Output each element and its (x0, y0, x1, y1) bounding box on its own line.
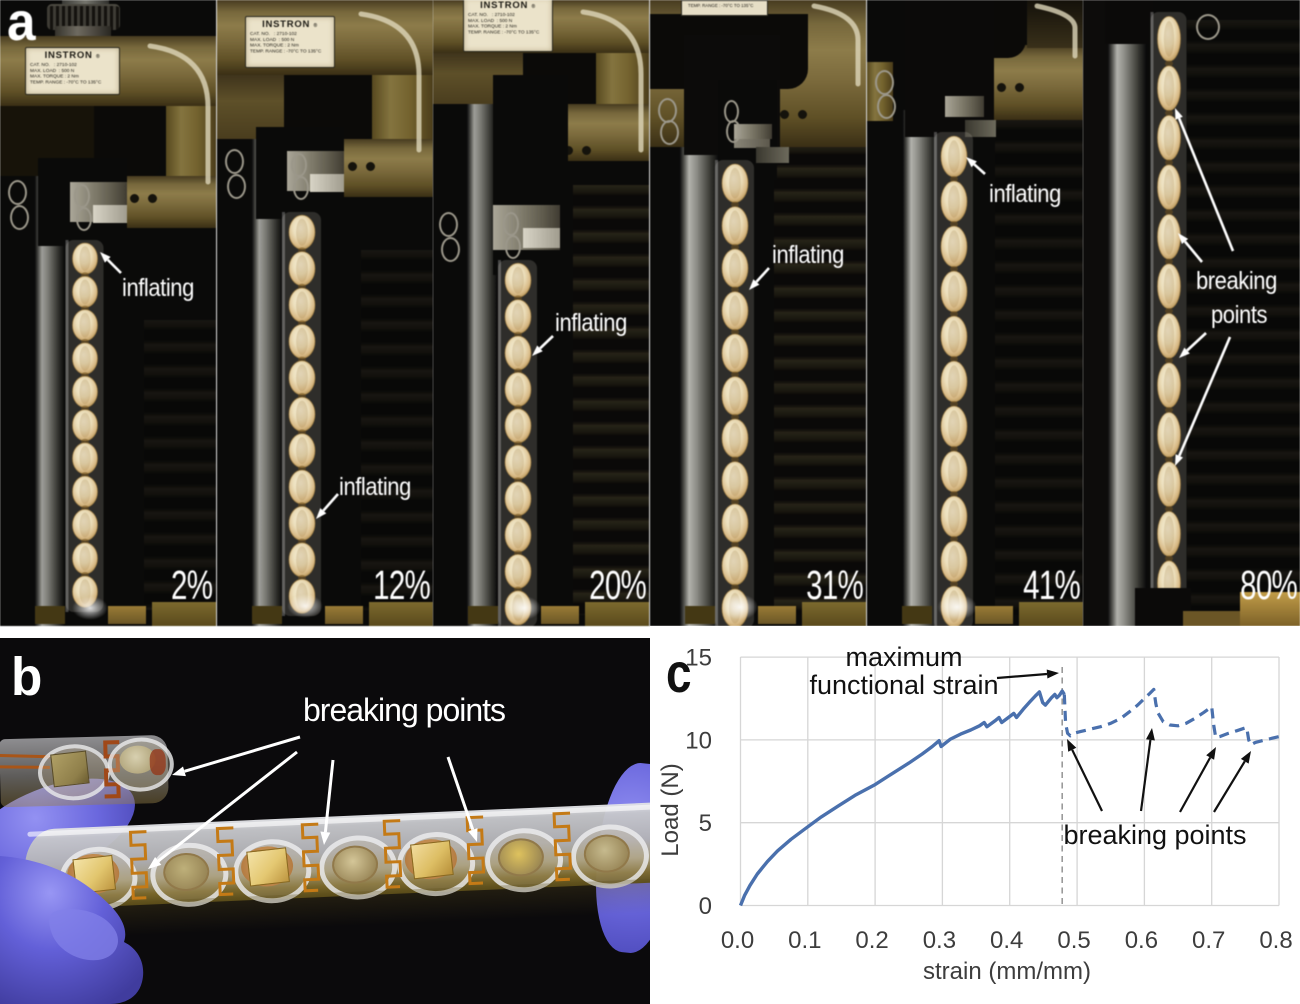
svg-text:breaking points: breaking points (1063, 820, 1246, 850)
svg-text:maximum: maximum (845, 642, 962, 672)
svg-text:functional strain: functional strain (809, 670, 998, 700)
svg-text:0.5: 0.5 (1057, 927, 1090, 954)
svg-text:0.8: 0.8 (1259, 927, 1292, 954)
svg-text:0.1: 0.1 (788, 927, 821, 954)
svg-text:5: 5 (699, 810, 712, 837)
svg-text:15: 15 (685, 645, 712, 672)
svg-text:0: 0 (699, 893, 712, 920)
svg-text:0.4: 0.4 (990, 927, 1023, 954)
svg-text:0.2: 0.2 (855, 927, 888, 954)
svg-text:0.6: 0.6 (1125, 927, 1158, 954)
svg-text:c: c (666, 642, 692, 704)
svg-text:10: 10 (685, 727, 712, 754)
svg-text:strain (mm/mm): strain (mm/mm) (923, 958, 1091, 985)
svg-text:0.3: 0.3 (923, 927, 956, 954)
svg-text:0.7: 0.7 (1192, 927, 1225, 954)
svg-text:Load (N): Load (N) (657, 763, 684, 856)
svg-text:0.0: 0.0 (721, 927, 754, 954)
